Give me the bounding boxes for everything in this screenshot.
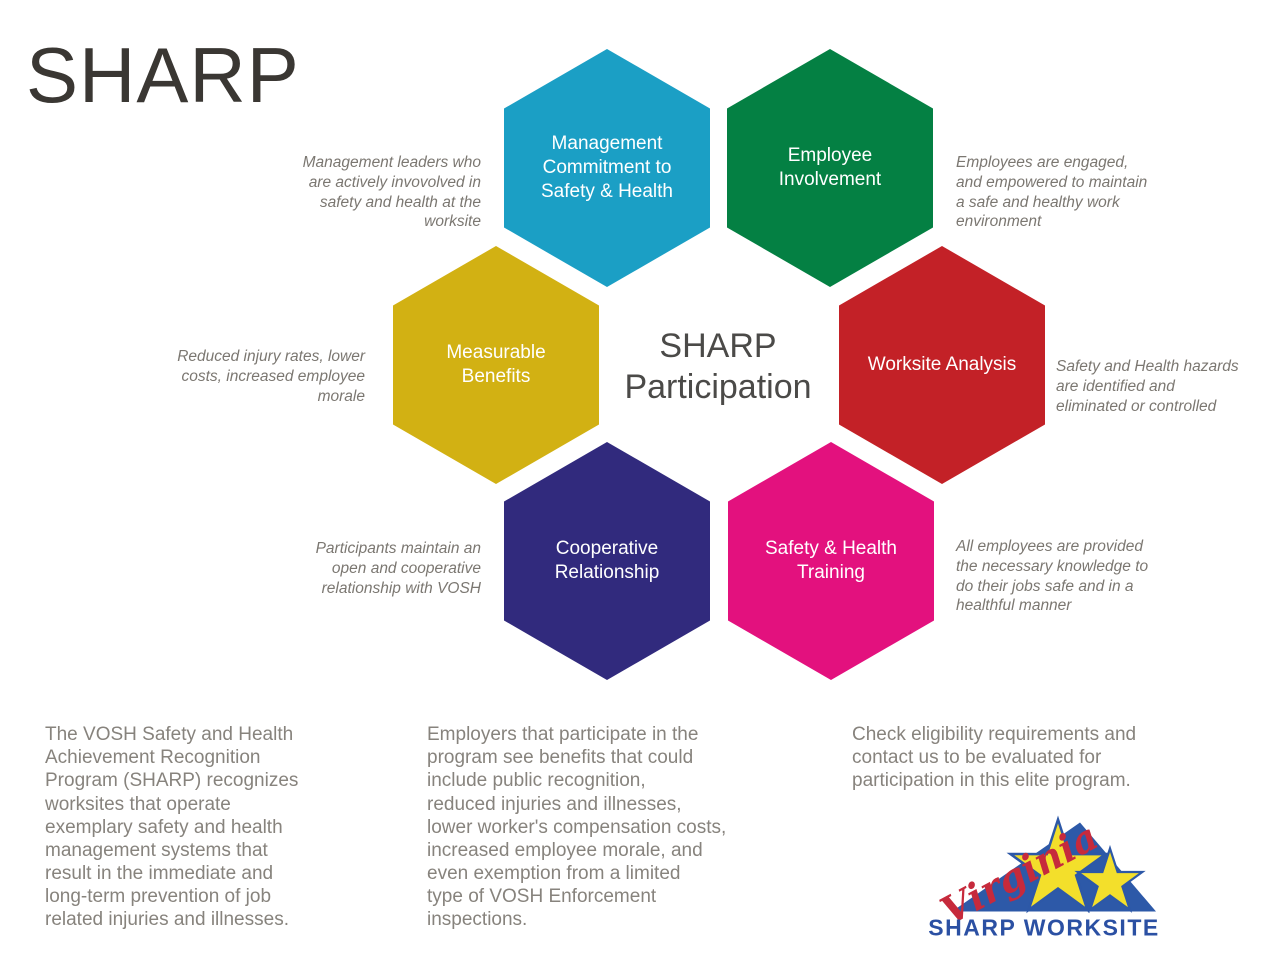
virginia-sharp-worksite-logo: Virginia SHARP WORKSITE bbox=[928, 813, 1159, 941]
hexagon-cooperative-relationship: Cooperative Relationship bbox=[504, 442, 710, 680]
note-measurable-benefits: Reduced injury rates, lower costs, incre… bbox=[177, 348, 365, 405]
hexagon-label: Employee Involvement bbox=[778, 145, 882, 190]
footer-paragraph-benefits: Employers that participate in the progra… bbox=[427, 724, 727, 931]
note-cooperative-relationship: Participants maintain an open and cooper… bbox=[315, 540, 481, 597]
page-title: SHARP bbox=[26, 31, 300, 119]
hexagon-safety-health-training: Safety & Health Training bbox=[728, 442, 934, 680]
logo-star-small bbox=[1074, 844, 1146, 913]
note-employee-involvement: Employees are engaged, and empowered to … bbox=[956, 154, 1148, 231]
note-worksite-analysis: Safety and Health hazards are identified… bbox=[1056, 358, 1239, 415]
footer-paragraph-eligibility: Check eligibility requirements and conta… bbox=[852, 724, 1137, 792]
note-management-commitment: Management leaders who are actively invo… bbox=[302, 154, 481, 231]
hexagon-label: Measurable Benefits bbox=[446, 342, 546, 387]
diagram-center-label: SHARP Participation bbox=[624, 327, 812, 407]
hexagon-label: Safety & Health Training bbox=[764, 538, 898, 583]
logo-star-large bbox=[1006, 815, 1110, 914]
logo-caption: SHARP WORKSITE bbox=[928, 915, 1159, 941]
hexagon-label: Cooperative Relationship bbox=[554, 538, 660, 583]
hexagon-measurable-benefits: Measurable Benefits bbox=[393, 246, 599, 484]
footer-paragraph-program: The VOSH Safety and Health Achievement R… bbox=[45, 724, 299, 931]
hexagon-employee-involvement: Employee Involvement bbox=[727, 49, 933, 287]
hexagon-label: Worksite Analysis bbox=[867, 354, 1017, 376]
hexagon-label: Management Commitment to Safety & Health bbox=[540, 133, 674, 202]
note-safety-health-training: All employees are provided the necessary… bbox=[956, 538, 1149, 615]
hexagon-worksite-analysis: Worksite Analysis bbox=[839, 246, 1045, 484]
hexagon-management-commitment: Management Commitment to Safety & Health bbox=[504, 49, 710, 287]
